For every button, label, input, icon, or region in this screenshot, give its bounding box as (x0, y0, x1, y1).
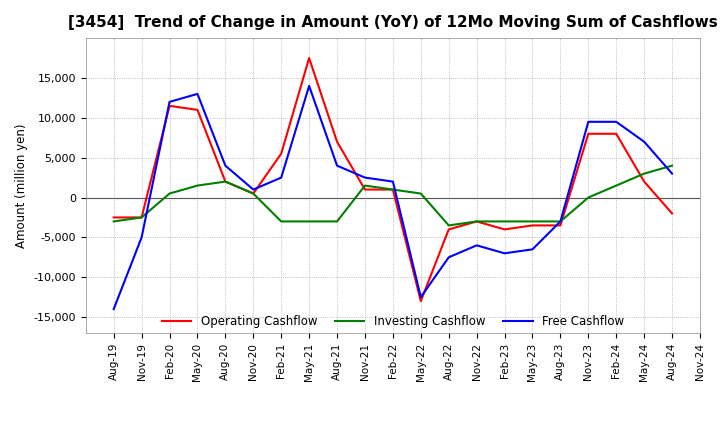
Free Cashflow (640, 139, 649, 144)
Operating Cashflow (584, 131, 593, 136)
Operating Cashflow (528, 223, 537, 228)
Free Cashflow (138, 235, 146, 240)
Operating Cashflow (667, 211, 676, 216)
Free Cashflow (333, 163, 341, 168)
Free Cashflow (472, 243, 481, 248)
Investing Cashflow (500, 219, 509, 224)
Investing Cashflow (584, 195, 593, 200)
Operating Cashflow (640, 179, 649, 184)
Free Cashflow (193, 91, 202, 96)
Free Cashflow (528, 247, 537, 252)
Operating Cashflow (500, 227, 509, 232)
Operating Cashflow (221, 179, 230, 184)
Operating Cashflow (109, 215, 118, 220)
Investing Cashflow (138, 215, 146, 220)
Title: [3454]  Trend of Change in Amount (YoY) of 12Mo Moving Sum of Cashflows: [3454] Trend of Change in Amount (YoY) o… (68, 15, 718, 30)
Operating Cashflow (389, 187, 397, 192)
Free Cashflow (277, 175, 286, 180)
Investing Cashflow (556, 219, 564, 224)
Investing Cashflow (667, 163, 676, 168)
Operating Cashflow (416, 298, 425, 304)
Investing Cashflow (472, 219, 481, 224)
Free Cashflow (584, 119, 593, 125)
Legend: Operating Cashflow, Investing Cashflow, Free Cashflow: Operating Cashflow, Investing Cashflow, … (157, 311, 629, 333)
Investing Cashflow (612, 183, 621, 188)
Operating Cashflow (138, 215, 146, 220)
Operating Cashflow (333, 139, 341, 144)
Free Cashflow (667, 171, 676, 176)
Investing Cashflow (305, 219, 313, 224)
Investing Cashflow (165, 191, 174, 196)
Operating Cashflow (193, 107, 202, 113)
Free Cashflow (305, 83, 313, 88)
Operating Cashflow (305, 55, 313, 61)
Line: Investing Cashflow: Investing Cashflow (114, 165, 672, 225)
Investing Cashflow (416, 191, 425, 196)
Investing Cashflow (389, 187, 397, 192)
Free Cashflow (361, 175, 369, 180)
Operating Cashflow (277, 151, 286, 156)
Investing Cashflow (109, 219, 118, 224)
Operating Cashflow (361, 187, 369, 192)
Free Cashflow (221, 163, 230, 168)
Investing Cashflow (444, 223, 453, 228)
Free Cashflow (612, 119, 621, 125)
Investing Cashflow (221, 179, 230, 184)
Free Cashflow (249, 187, 258, 192)
Line: Free Cashflow: Free Cashflow (114, 86, 672, 309)
Investing Cashflow (528, 219, 537, 224)
Investing Cashflow (277, 219, 286, 224)
Investing Cashflow (249, 191, 258, 196)
Line: Operating Cashflow: Operating Cashflow (114, 58, 672, 301)
Operating Cashflow (472, 219, 481, 224)
Free Cashflow (556, 219, 564, 224)
Free Cashflow (165, 99, 174, 105)
Operating Cashflow (556, 223, 564, 228)
Investing Cashflow (333, 219, 341, 224)
Operating Cashflow (444, 227, 453, 232)
Free Cashflow (389, 179, 397, 184)
Free Cashflow (444, 255, 453, 260)
Operating Cashflow (249, 191, 258, 196)
Operating Cashflow (612, 131, 621, 136)
Investing Cashflow (640, 171, 649, 176)
Free Cashflow (500, 251, 509, 256)
Free Cashflow (109, 307, 118, 312)
Y-axis label: Amount (million yen): Amount (million yen) (15, 123, 28, 248)
Investing Cashflow (193, 183, 202, 188)
Operating Cashflow (165, 103, 174, 109)
Investing Cashflow (361, 183, 369, 188)
Free Cashflow (416, 294, 425, 300)
